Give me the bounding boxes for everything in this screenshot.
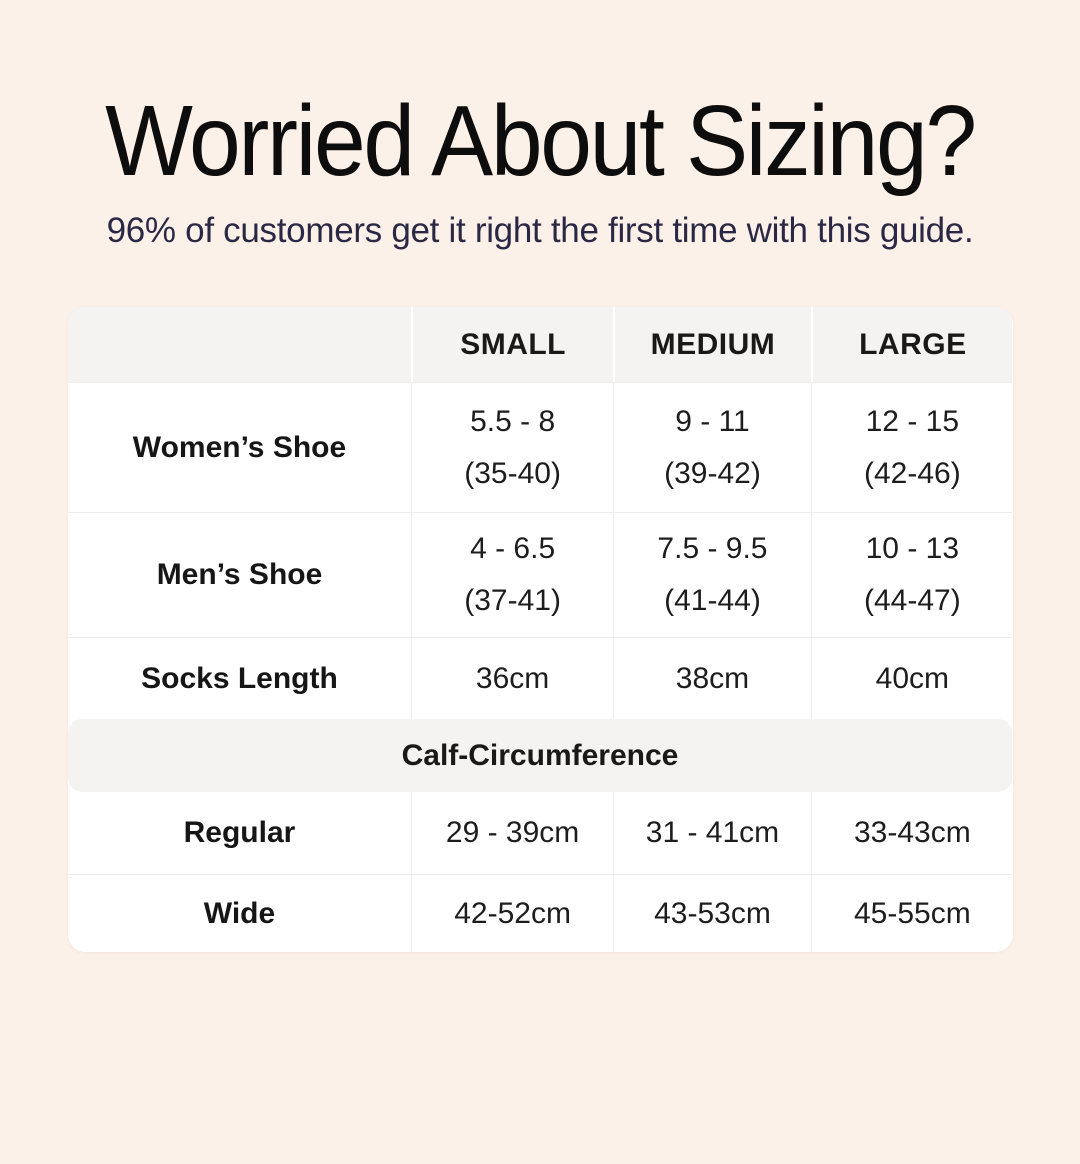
row-label-wide: Wide — [67, 874, 412, 952]
womens-large-us-range: 12 - 15 — [865, 404, 960, 438]
mens-small-us-range: 4 - 6.5 — [470, 532, 556, 566]
cell-socks-large: 40cm — [811, 637, 1013, 719]
cell-socks-medium: 38cm — [612, 637, 812, 719]
cell-wide-small: 42-52cm — [411, 874, 613, 952]
section-header-calf-circumference: Calf-Circumference — [67, 719, 1013, 792]
mens-medium-eu-range: (41-44) — [664, 584, 761, 617]
mens-small-eu-range: (37-41) — [464, 584, 561, 617]
cell-regular-small: 29 - 39cm — [411, 792, 613, 874]
cell-mens-small: 4 - 6.5 (37-41) — [411, 512, 613, 637]
row-label-mens-shoe: Men’s Shoe — [67, 512, 412, 637]
womens-small-eu-range: (35-40) — [464, 456, 561, 490]
cell-socks-small: 36cm — [411, 637, 613, 719]
column-header-large: LARGE — [811, 307, 1013, 382]
row-label-socks-length: Socks Length — [67, 637, 412, 719]
cell-regular-medium: 31 - 41cm — [612, 792, 812, 874]
mens-large-us-range: 10 - 13 — [865, 532, 960, 566]
womens-medium-eu-range: (39-42) — [664, 456, 761, 490]
column-header-medium: MEDIUM — [612, 307, 812, 382]
womens-medium-us-range: 9 - 11 — [675, 404, 750, 438]
cell-mens-medium: 7.5 - 9.5 (41-44) — [612, 512, 812, 637]
column-header-small: SMALL — [411, 307, 613, 382]
size-table: SMALL MEDIUM LARGE Women’s Shoe 5.5 - 8 … — [67, 307, 1013, 952]
cell-mens-large: 10 - 13 (44-47) — [811, 512, 1013, 637]
table-corner-cell — [67, 307, 412, 382]
size-guide-infographic: Worried About Sizing? 96% of customers g… — [0, 84, 1080, 1164]
page-title: Worried About Sizing? — [105, 85, 977, 197]
row-label-regular: Regular — [67, 792, 412, 874]
row-label-womens-shoe: Women’s Shoe — [67, 382, 412, 512]
cell-womens-medium: 9 - 11 (39-42) — [612, 382, 812, 512]
cell-regular-large: 33-43cm — [811, 792, 1013, 874]
mens-large-eu-range: (44-47) — [863, 584, 961, 617]
cell-womens-small: 5.5 - 8 (35-40) — [411, 382, 613, 512]
cell-wide-medium: 43-53cm — [612, 874, 812, 952]
cell-womens-large: 12 - 15 (42-46) — [811, 382, 1013, 512]
cell-wide-large: 45-55cm — [811, 874, 1013, 952]
mens-medium-us-range: 7.5 - 9.5 — [657, 532, 768, 566]
womens-small-us-range: 5.5 - 8 — [470, 404, 556, 438]
page-subtitle: 96% of customers get it right the first … — [106, 211, 974, 250]
womens-large-eu-range: (42-46) — [863, 456, 961, 490]
